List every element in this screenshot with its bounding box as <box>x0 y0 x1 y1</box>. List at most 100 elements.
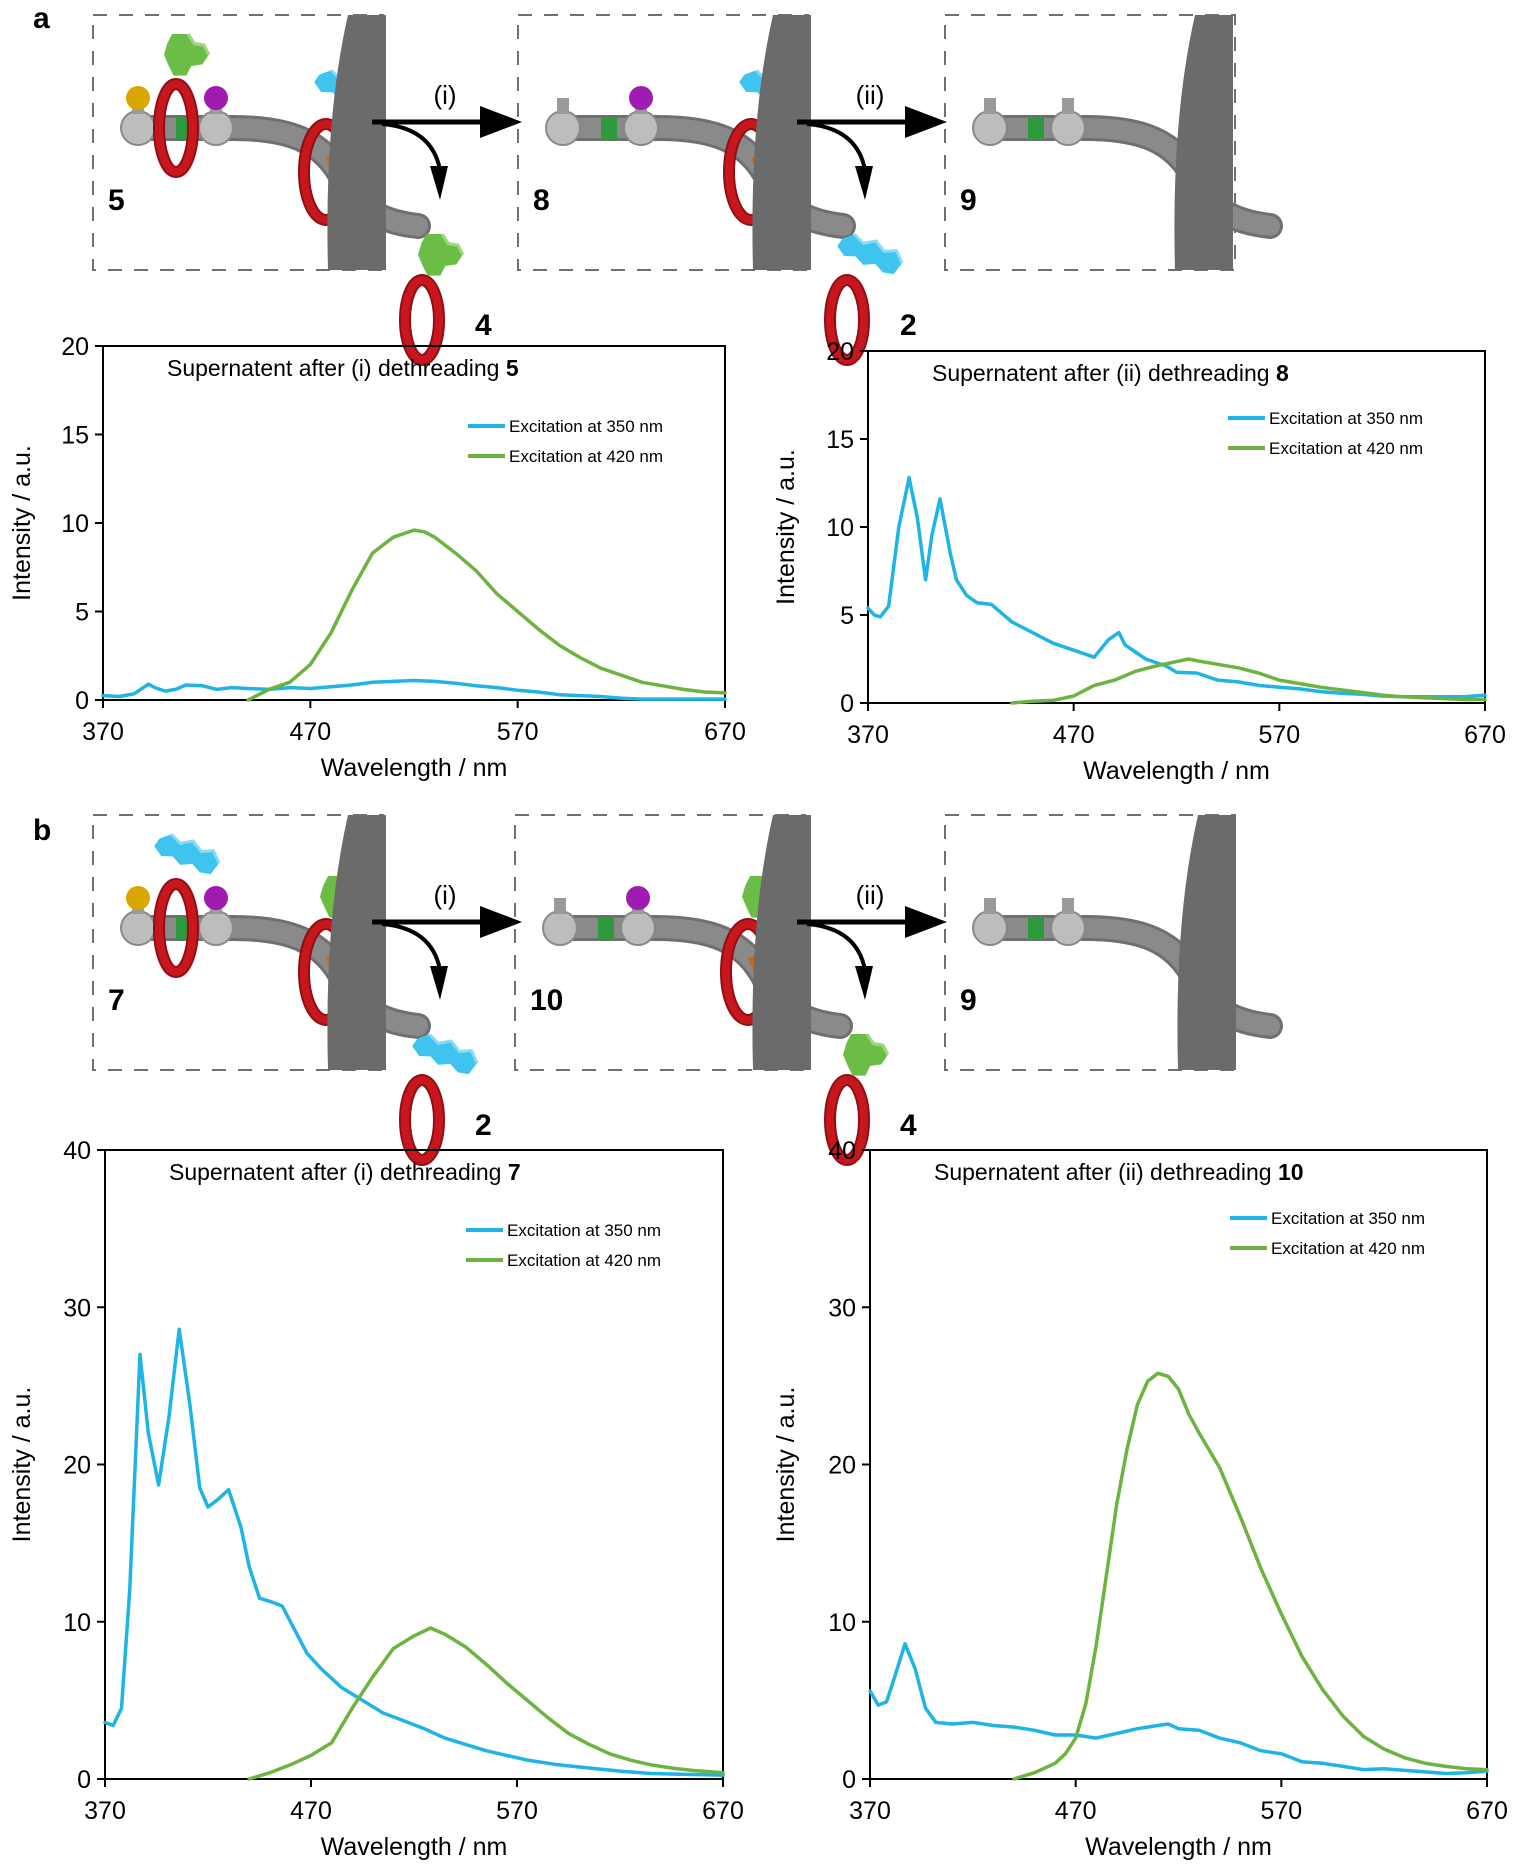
macrocycle-ring-highlight <box>826 276 868 364</box>
plot-frame <box>867 350 1486 704</box>
green-band-station <box>1028 118 1044 140</box>
panel-label-a: a <box>33 2 50 35</box>
macrocycle-ring-highlight <box>401 1076 443 1164</box>
step-label: (ii) <box>856 80 885 110</box>
x-axis-label: Wavelength / nm <box>1083 757 1270 785</box>
step-label: (i) <box>433 80 456 110</box>
reaction-step-1: (i) <box>372 80 522 200</box>
reaction-arrow-down <box>381 922 442 971</box>
axle-gate-post <box>1062 98 1074 114</box>
structure-9: 9 <box>944 14 1283 271</box>
series-line-420nm <box>247 1626 725 1781</box>
green-trefoil-stopper-icon <box>418 233 465 276</box>
chart-title: Supernatent after (ii) dethreading 10 <box>934 1159 1304 1185</box>
axle-gate-post <box>984 98 996 114</box>
chart-title-text: Supernatent after (i) dethreading <box>167 355 506 381</box>
compound-label: 9 <box>960 184 977 217</box>
step-label: (i) <box>433 880 456 910</box>
y-tick-label: 40 <box>828 1137 856 1165</box>
plot-frame <box>102 345 726 701</box>
x-tick-label: 570 <box>1258 721 1300 749</box>
y-tick-label: 20 <box>61 333 89 361</box>
green-band-station <box>1028 918 1044 940</box>
legend-label: Excitation at 350 nm <box>509 417 663 436</box>
axle-knob <box>972 110 1008 146</box>
macrocycle-ring-highlight <box>155 880 197 976</box>
legend-label: Excitation at 420 nm <box>509 447 663 466</box>
series-line-350nm <box>101 678 727 701</box>
y-tick-label: 30 <box>63 1294 91 1322</box>
purple-gate-sphere-icon <box>626 886 650 910</box>
x-tick-label: 670 <box>704 718 746 746</box>
chart-title-compound: 8 <box>1276 360 1289 386</box>
y-tick-label: 20 <box>828 1452 856 1480</box>
axle-gate-post <box>554 898 566 914</box>
axle-gate-post <box>557 98 569 114</box>
y-tick-label: 0 <box>840 690 854 718</box>
x-tick-label: 370 <box>849 1797 891 1825</box>
x-tick-label: 470 <box>1055 1797 1097 1825</box>
released-macrocycle: 2 <box>399 1033 492 1166</box>
x-axis-label: Wavelength / nm <box>321 1833 508 1861</box>
arrowhead-down-icon <box>430 166 448 200</box>
blue-zigzag-stopper-icon <box>154 833 221 875</box>
chart-title-text: Supernatent after (ii) dethreading <box>934 1159 1278 1185</box>
arrowhead-icon <box>480 906 522 938</box>
macrocycle-ring-highlight <box>826 1076 868 1164</box>
axle-knob <box>623 110 659 146</box>
structure-5: 5 <box>92 14 431 271</box>
series-line-350nm <box>868 1642 1489 1776</box>
x-tick-label: 670 <box>1464 721 1506 749</box>
surface-wall-icon <box>752 815 811 1070</box>
released-compound-label: 4 <box>900 1109 917 1142</box>
y-tick-label: 10 <box>826 514 854 542</box>
y-tick-label: 10 <box>828 1609 856 1637</box>
chart-title-compound: 5 <box>506 355 519 381</box>
y-tick-label: 5 <box>75 599 89 627</box>
compound-label: 10 <box>530 984 563 1017</box>
x-tick-label: 570 <box>1260 1797 1302 1825</box>
axle-gate-post <box>984 898 996 914</box>
x-tick-label: 470 <box>1053 721 1095 749</box>
scheme-b: 7 10 9 (i) 2 (ii) 4 <box>92 814 1283 1166</box>
reaction-step-2: (ii) <box>797 80 947 200</box>
purple-gate-sphere-icon <box>629 86 653 110</box>
legend-label: Excitation at 420 nm <box>1269 439 1423 458</box>
released-compound-label: 2 <box>900 309 917 342</box>
blue-zigzag-stopper-icon <box>412 1033 479 1075</box>
legend-label: Excitation at 420 nm <box>507 1251 661 1270</box>
y-tick-label: 15 <box>61 422 89 450</box>
macrocycle-ring-highlight <box>155 80 197 176</box>
axle-knob <box>542 910 578 946</box>
y-tick-label: 10 <box>61 510 89 538</box>
legend-label: Excitation at 350 nm <box>1271 1209 1425 1228</box>
reaction-arrow-down <box>806 122 867 171</box>
reaction-arrow-down <box>381 122 442 171</box>
chart-a-left: 0 5 10 15 20 370 470 570 670 Wavelength / nm Inten… <box>8 333 746 782</box>
purple-gate-sphere-icon <box>204 886 228 910</box>
legend-label: Excitation at 420 nm <box>1271 1239 1425 1258</box>
chart-title-compound: 7 <box>508 1159 521 1185</box>
y-tick-label: 0 <box>842 1766 856 1794</box>
compound-label: 8 <box>533 184 550 217</box>
green-trefoil-stopper-icon <box>843 1033 890 1076</box>
chart-title: Supernatent after (i) dethreading 5 <box>167 355 519 381</box>
reaction-step-2: (ii) <box>797 880 947 1000</box>
surface-wall-icon <box>1174 15 1233 270</box>
axle-knob <box>545 110 581 146</box>
x-tick-label: 670 <box>702 1797 744 1825</box>
chart-title: Supernatent after (i) dethreading 7 <box>169 1159 521 1185</box>
x-tick-label: 570 <box>497 718 539 746</box>
y-tick-label: 20 <box>63 1452 91 1480</box>
x-axis-label: Wavelength / nm <box>321 754 508 782</box>
structure-10: 10 <box>514 814 853 1071</box>
green-band-station <box>598 918 614 940</box>
purple-gate-sphere-icon <box>204 86 228 110</box>
reaction-step-1: (i) <box>372 880 522 1000</box>
released-macrocycle: 4 <box>399 233 492 366</box>
structure-7: 7 <box>92 814 431 1071</box>
green-band-station <box>601 118 617 140</box>
series-line-420nm <box>1012 1371 1489 1781</box>
axle-knob <box>198 910 234 946</box>
arrowhead-down-icon <box>430 966 448 1000</box>
